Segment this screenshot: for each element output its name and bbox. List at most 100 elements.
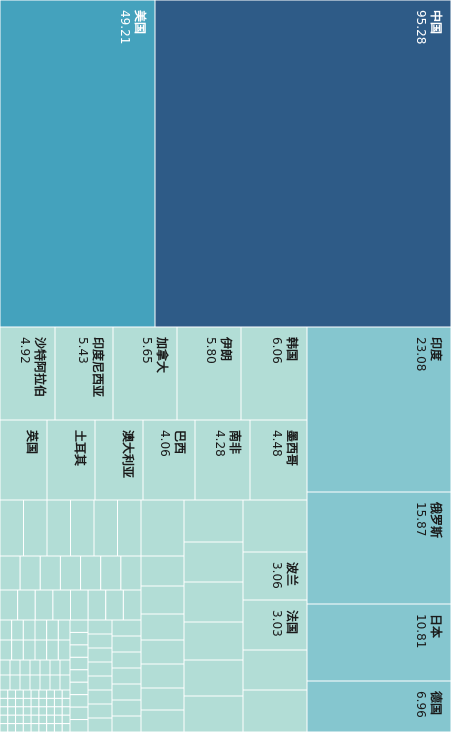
treemap-label-group: 德国6.96 (414, 691, 444, 718)
treemap-cell-small (38, 706, 48, 716)
treemap-cell-small (15, 723, 24, 732)
treemap-cell-small (0, 499, 24, 557)
treemap-cell-small (46, 706, 55, 716)
treemap-cell-small (0, 697, 9, 708)
treemap-cell (112, 326, 178, 421)
treemap-cell-small (30, 714, 40, 725)
treemap-cell (242, 599, 308, 651)
treemap-cell-small (39, 674, 51, 691)
treemap-cell (242, 551, 308, 601)
treemap-cell-name: 法国 (285, 610, 300, 634)
treemap-cell-small (242, 689, 308, 732)
treemap-cell-value: 5.43 (76, 337, 90, 364)
treemap-cell-small (87, 647, 113, 663)
treemap-cell-small (61, 706, 71, 716)
treemap-cell-small (69, 631, 89, 646)
treemap-cell-small (69, 619, 89, 633)
treemap-cell-small (53, 706, 63, 716)
treemap-cell-small (46, 714, 55, 725)
treemap-cell-small (0, 589, 19, 621)
treemap-cell-value: 23.08 (414, 337, 428, 371)
treemap-cell-small (0, 659, 11, 676)
treemap-cell (176, 326, 242, 421)
treemap-cell-small (39, 659, 51, 676)
treemap-cell (54, 326, 114, 421)
treemap-cell-small (57, 639, 71, 661)
treemap-cell-small (52, 589, 71, 621)
treemap-cell-small (53, 723, 63, 732)
treemap-cell-small (7, 714, 17, 725)
treemap-cell-small (46, 619, 59, 641)
treemap-cell-name: 澳大利亚 (121, 430, 136, 478)
treemap-cell-small (30, 706, 40, 716)
treemap-cell-small (80, 555, 102, 591)
treemap-cell-small (87, 675, 113, 691)
treemap-cell-small (9, 659, 21, 676)
treemap-cell-small (111, 683, 142, 701)
treemap-cell-name: 土耳其 (73, 430, 88, 466)
treemap-cell-small (49, 674, 61, 691)
treemap-cell-small (111, 667, 142, 685)
treemap-cell-small (183, 659, 244, 697)
treemap-cell-small (39, 555, 61, 591)
treemap-cell-small (38, 697, 48, 708)
treemap-cell-small (140, 585, 185, 615)
treemap-cell-small (183, 695, 244, 732)
treemap-cell-value: 6.96 (414, 691, 428, 718)
treemap-cell-small (0, 706, 9, 716)
treemap-cell-name: 墨西哥 (285, 430, 299, 466)
treemap-cell-small (61, 689, 71, 699)
treemap-cell-small (29, 674, 41, 691)
treemap-cell (306, 491, 451, 605)
treemap-cell-small (22, 706, 32, 716)
treemap-cell-name: 德国 (429, 691, 444, 715)
treemap-cell-small (30, 689, 40, 699)
treemap-cell-value: 4.92 (18, 337, 32, 364)
treemap-cell-small (22, 619, 36, 641)
treemap-cell-small (183, 581, 244, 623)
treemap-cell-small (0, 639, 13, 661)
treemap-cell-small (87, 619, 113, 635)
treemap-cell-small (19, 659, 31, 676)
treemap-cell-small (69, 669, 89, 683)
treemap-cell-small (140, 639, 185, 665)
treemap-label-group: 波兰3.06 (270, 562, 300, 589)
treemap-cell-value: 10.81 (414, 614, 428, 648)
treemap-cell-small (122, 589, 142, 621)
treemap-cell-small (93, 499, 118, 557)
treemap-cell-name: 英国 (25, 430, 40, 454)
treemap-cell (94, 419, 144, 501)
treemap-cell-name: 印度 (429, 337, 444, 362)
treemap-cell-small (38, 723, 48, 732)
treemap-cell-name: 沙特阿拉伯 (33, 337, 48, 397)
treemap-cell-small (0, 689, 9, 699)
treemap-cell-value: 5.80 (204, 337, 218, 364)
treemap-cell-small (46, 639, 59, 661)
treemap-cell-small (7, 689, 17, 699)
treemap-cell-small (87, 689, 113, 705)
treemap-cell-small (0, 714, 9, 725)
treemap-cell-name: 日本 (429, 614, 444, 638)
treemap-cell-small (29, 659, 41, 676)
treemap-cell-small (15, 689, 24, 699)
treemap-cell-small (34, 589, 54, 621)
treemap-label-group: 土耳其 (73, 430, 88, 466)
treemap-cell-small (30, 697, 40, 708)
treemap-cell-value: 3.03 (270, 610, 284, 637)
treemap-cell (194, 419, 251, 501)
treemap-cell-value: 3.06 (270, 562, 284, 589)
treemap-cell-small (87, 717, 113, 732)
treemap-cell-small (46, 723, 55, 732)
treemap-cell-small (183, 541, 244, 583)
treemap-cell-small (61, 723, 71, 732)
treemap-cell-small (69, 694, 89, 708)
treemap-cell (46, 419, 96, 501)
treemap-cell (306, 680, 451, 732)
treemap-cell-small (17, 589, 36, 621)
treemap-cell-small (59, 555, 82, 591)
